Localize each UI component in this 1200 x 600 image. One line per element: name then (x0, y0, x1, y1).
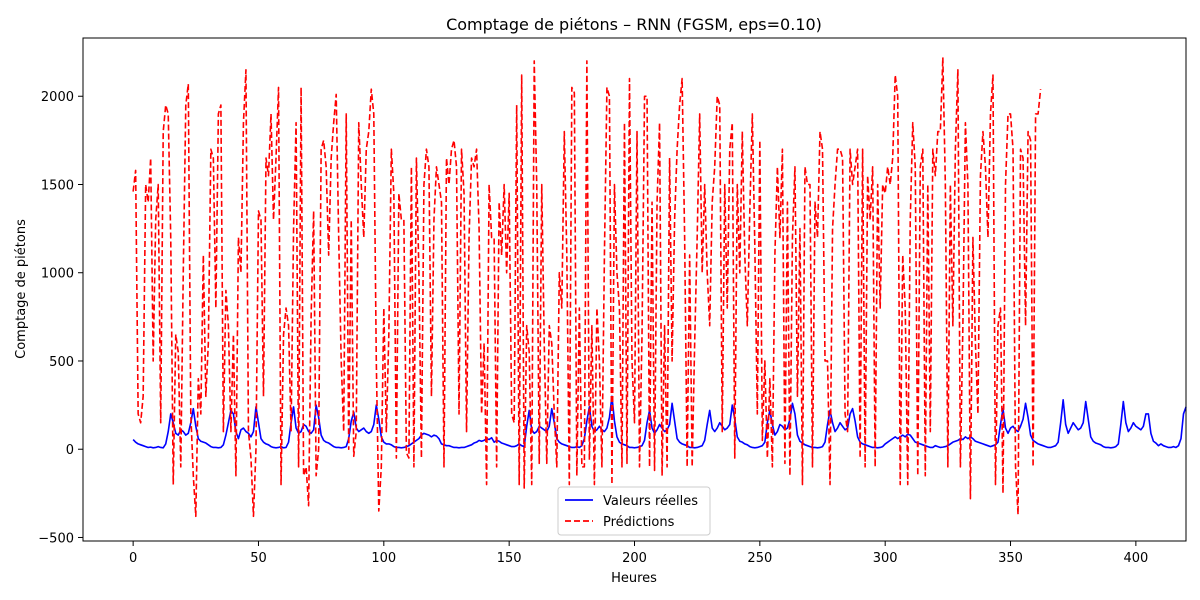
legend-label-real: Valeurs réelles (603, 494, 698, 509)
y-axis-label: Comptage de piétons (14, 219, 29, 359)
x-tick-label: 0 (129, 551, 137, 566)
x-tick-label: 150 (497, 551, 522, 566)
x-tick-label: 50 (250, 551, 267, 566)
y-tick-label: 0 (66, 443, 74, 458)
y-axis: −500 0 500 1000 1500 2000 (38, 90, 83, 546)
legend: Valeurs réelles Prédictions (557, 486, 711, 536)
x-tick-label: 250 (747, 551, 772, 566)
y-tick-label: −500 (38, 531, 74, 546)
y-tick-label: 1500 (41, 178, 74, 193)
x-axis-label: Heures (611, 571, 657, 586)
x-tick-label: 200 (622, 551, 647, 566)
chart-title: Comptage de piétons – RNN (FGSM, eps=0.1… (446, 15, 822, 34)
series-line-pred (132, 56, 1042, 518)
plot-area (132, 56, 1187, 518)
x-tick-label: 400 (1123, 551, 1148, 566)
y-tick-label: 500 (49, 355, 74, 370)
x-tick-label: 100 (371, 551, 396, 566)
y-tick-label: 2000 (41, 90, 74, 105)
y-tick-label: 1000 (41, 267, 74, 282)
x-axis: 0 50 100 150 200 250 300 350 400 (129, 541, 1148, 566)
series-line-real (132, 395, 1187, 449)
x-tick-label: 300 (873, 551, 898, 566)
legend-box (557, 486, 711, 536)
x-tick-label: 350 (998, 551, 1023, 566)
legend-label-pred: Prédictions (603, 515, 675, 530)
